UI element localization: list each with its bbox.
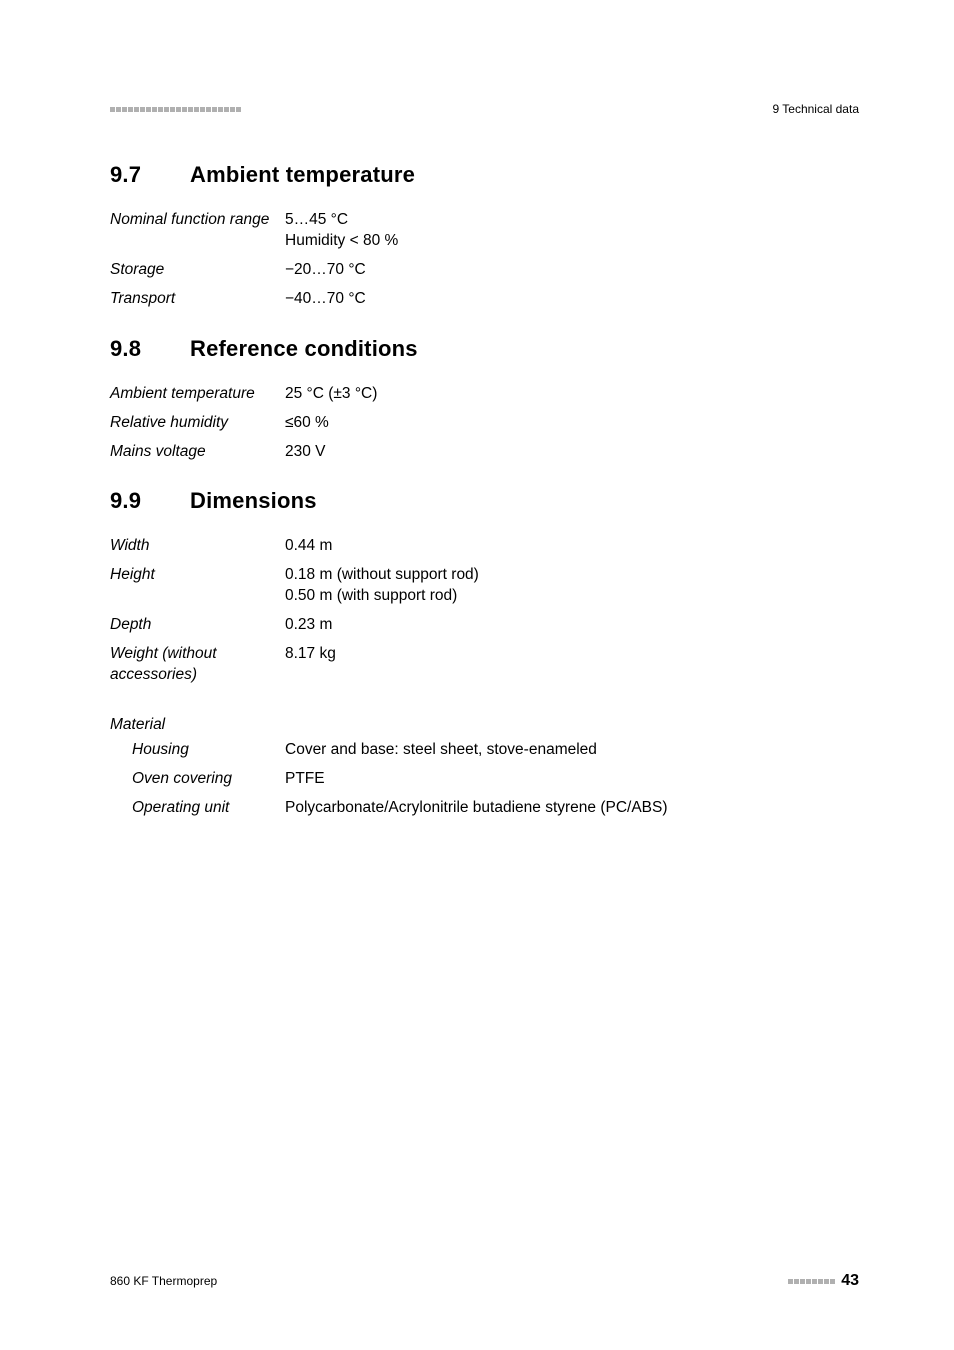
spec-value: ≤60 % [285, 409, 377, 438]
spec-label: Depth [110, 611, 285, 640]
page: 9 Technical data 9.7 Ambient temperature… [0, 0, 954, 1350]
spec-label: Width [110, 532, 285, 561]
table-row: Operating unit Polycarbonate/Acrylonitri… [110, 794, 668, 823]
table-row: Oven covering PTFE [110, 765, 668, 794]
footer-product-name: 860 KF Thermoprep [110, 1274, 217, 1288]
spec-label: Oven covering [110, 765, 285, 794]
spec-value: −40…70 °C [285, 285, 398, 314]
table-row: Storage −20…70 °C [110, 256, 398, 285]
spec-label: Storage [110, 256, 285, 285]
section-number: 9.7 [110, 162, 152, 188]
spec-value: −20…70 °C [285, 256, 398, 285]
section-title: Dimensions [190, 488, 317, 514]
footer-decor-squares [788, 1279, 835, 1284]
spec-value: 5…45 °CHumidity < 80 % [285, 206, 398, 256]
section-title: Ambient temperature [190, 162, 415, 188]
spec-label: Ambient temperature [110, 380, 285, 409]
table-row: Width 0.44 m [110, 532, 479, 561]
spec-label: Transport [110, 285, 285, 314]
section-number: 9.9 [110, 488, 152, 514]
header-chapter-label: 9 Technical data [772, 102, 859, 116]
table-row: Weight (without accessories) 8.17 kg [110, 640, 479, 690]
table-row: Mains voltage 230 V [110, 438, 377, 467]
section-number: 9.8 [110, 336, 152, 362]
spec-label: Nominal function range [110, 206, 285, 256]
spec-value: 0.18 m (without support rod)0.50 m (with… [285, 561, 479, 611]
section-title: Reference conditions [190, 336, 418, 362]
spec-table-material: Housing Cover and base: steel sheet, sto… [110, 736, 668, 823]
section-heading-9-9: 9.9 Dimensions [110, 488, 859, 514]
page-number: 43 [841, 1272, 859, 1290]
section-heading-9-7: 9.7 Ambient temperature [110, 162, 859, 188]
spec-value: 0.23 m [285, 611, 479, 640]
section-heading-9-8: 9.8 Reference conditions [110, 336, 859, 362]
spec-label: Operating unit [110, 794, 285, 823]
spec-value: PTFE [285, 765, 668, 794]
spec-label: Height [110, 561, 285, 611]
page-header: 9 Technical data [110, 102, 859, 116]
spec-label: Housing [110, 736, 285, 765]
material-subheading: Material [110, 712, 859, 736]
spec-label: Mains voltage [110, 438, 285, 467]
spec-label: Relative humidity [110, 409, 285, 438]
spec-value: Cover and base: steel sheet, stove-ename… [285, 736, 668, 765]
spec-value: 8.17 kg [285, 640, 479, 690]
table-row: Transport −40…70 °C [110, 285, 398, 314]
spec-table-9-9: Width 0.44 m Height 0.18 m (without supp… [110, 532, 479, 690]
spec-table-9-8: Ambient temperature 25 °C (±3 °C) Relati… [110, 380, 377, 467]
spec-value: 25 °C (±3 °C) [285, 380, 377, 409]
spec-label: Weight (without accessories) [110, 640, 285, 690]
table-row: Ambient temperature 25 °C (±3 °C) [110, 380, 377, 409]
table-row: Height 0.18 m (without support rod)0.50 … [110, 561, 479, 611]
spec-value: Polycarbonate/Acrylonitrile butadiene st… [285, 794, 668, 823]
footer-right: 43 [788, 1272, 859, 1290]
page-footer: 860 KF Thermoprep 43 [110, 1272, 859, 1290]
table-row: Depth 0.23 m [110, 611, 479, 640]
header-decor-squares [110, 107, 241, 112]
table-row: Nominal function range 5…45 °CHumidity <… [110, 206, 398, 256]
table-row: Relative humidity ≤60 % [110, 409, 377, 438]
spec-value: 230 V [285, 438, 377, 467]
spec-table-9-7: Nominal function range 5…45 °CHumidity <… [110, 206, 398, 314]
table-row: Housing Cover and base: steel sheet, sto… [110, 736, 668, 765]
spec-value: 0.44 m [285, 532, 479, 561]
